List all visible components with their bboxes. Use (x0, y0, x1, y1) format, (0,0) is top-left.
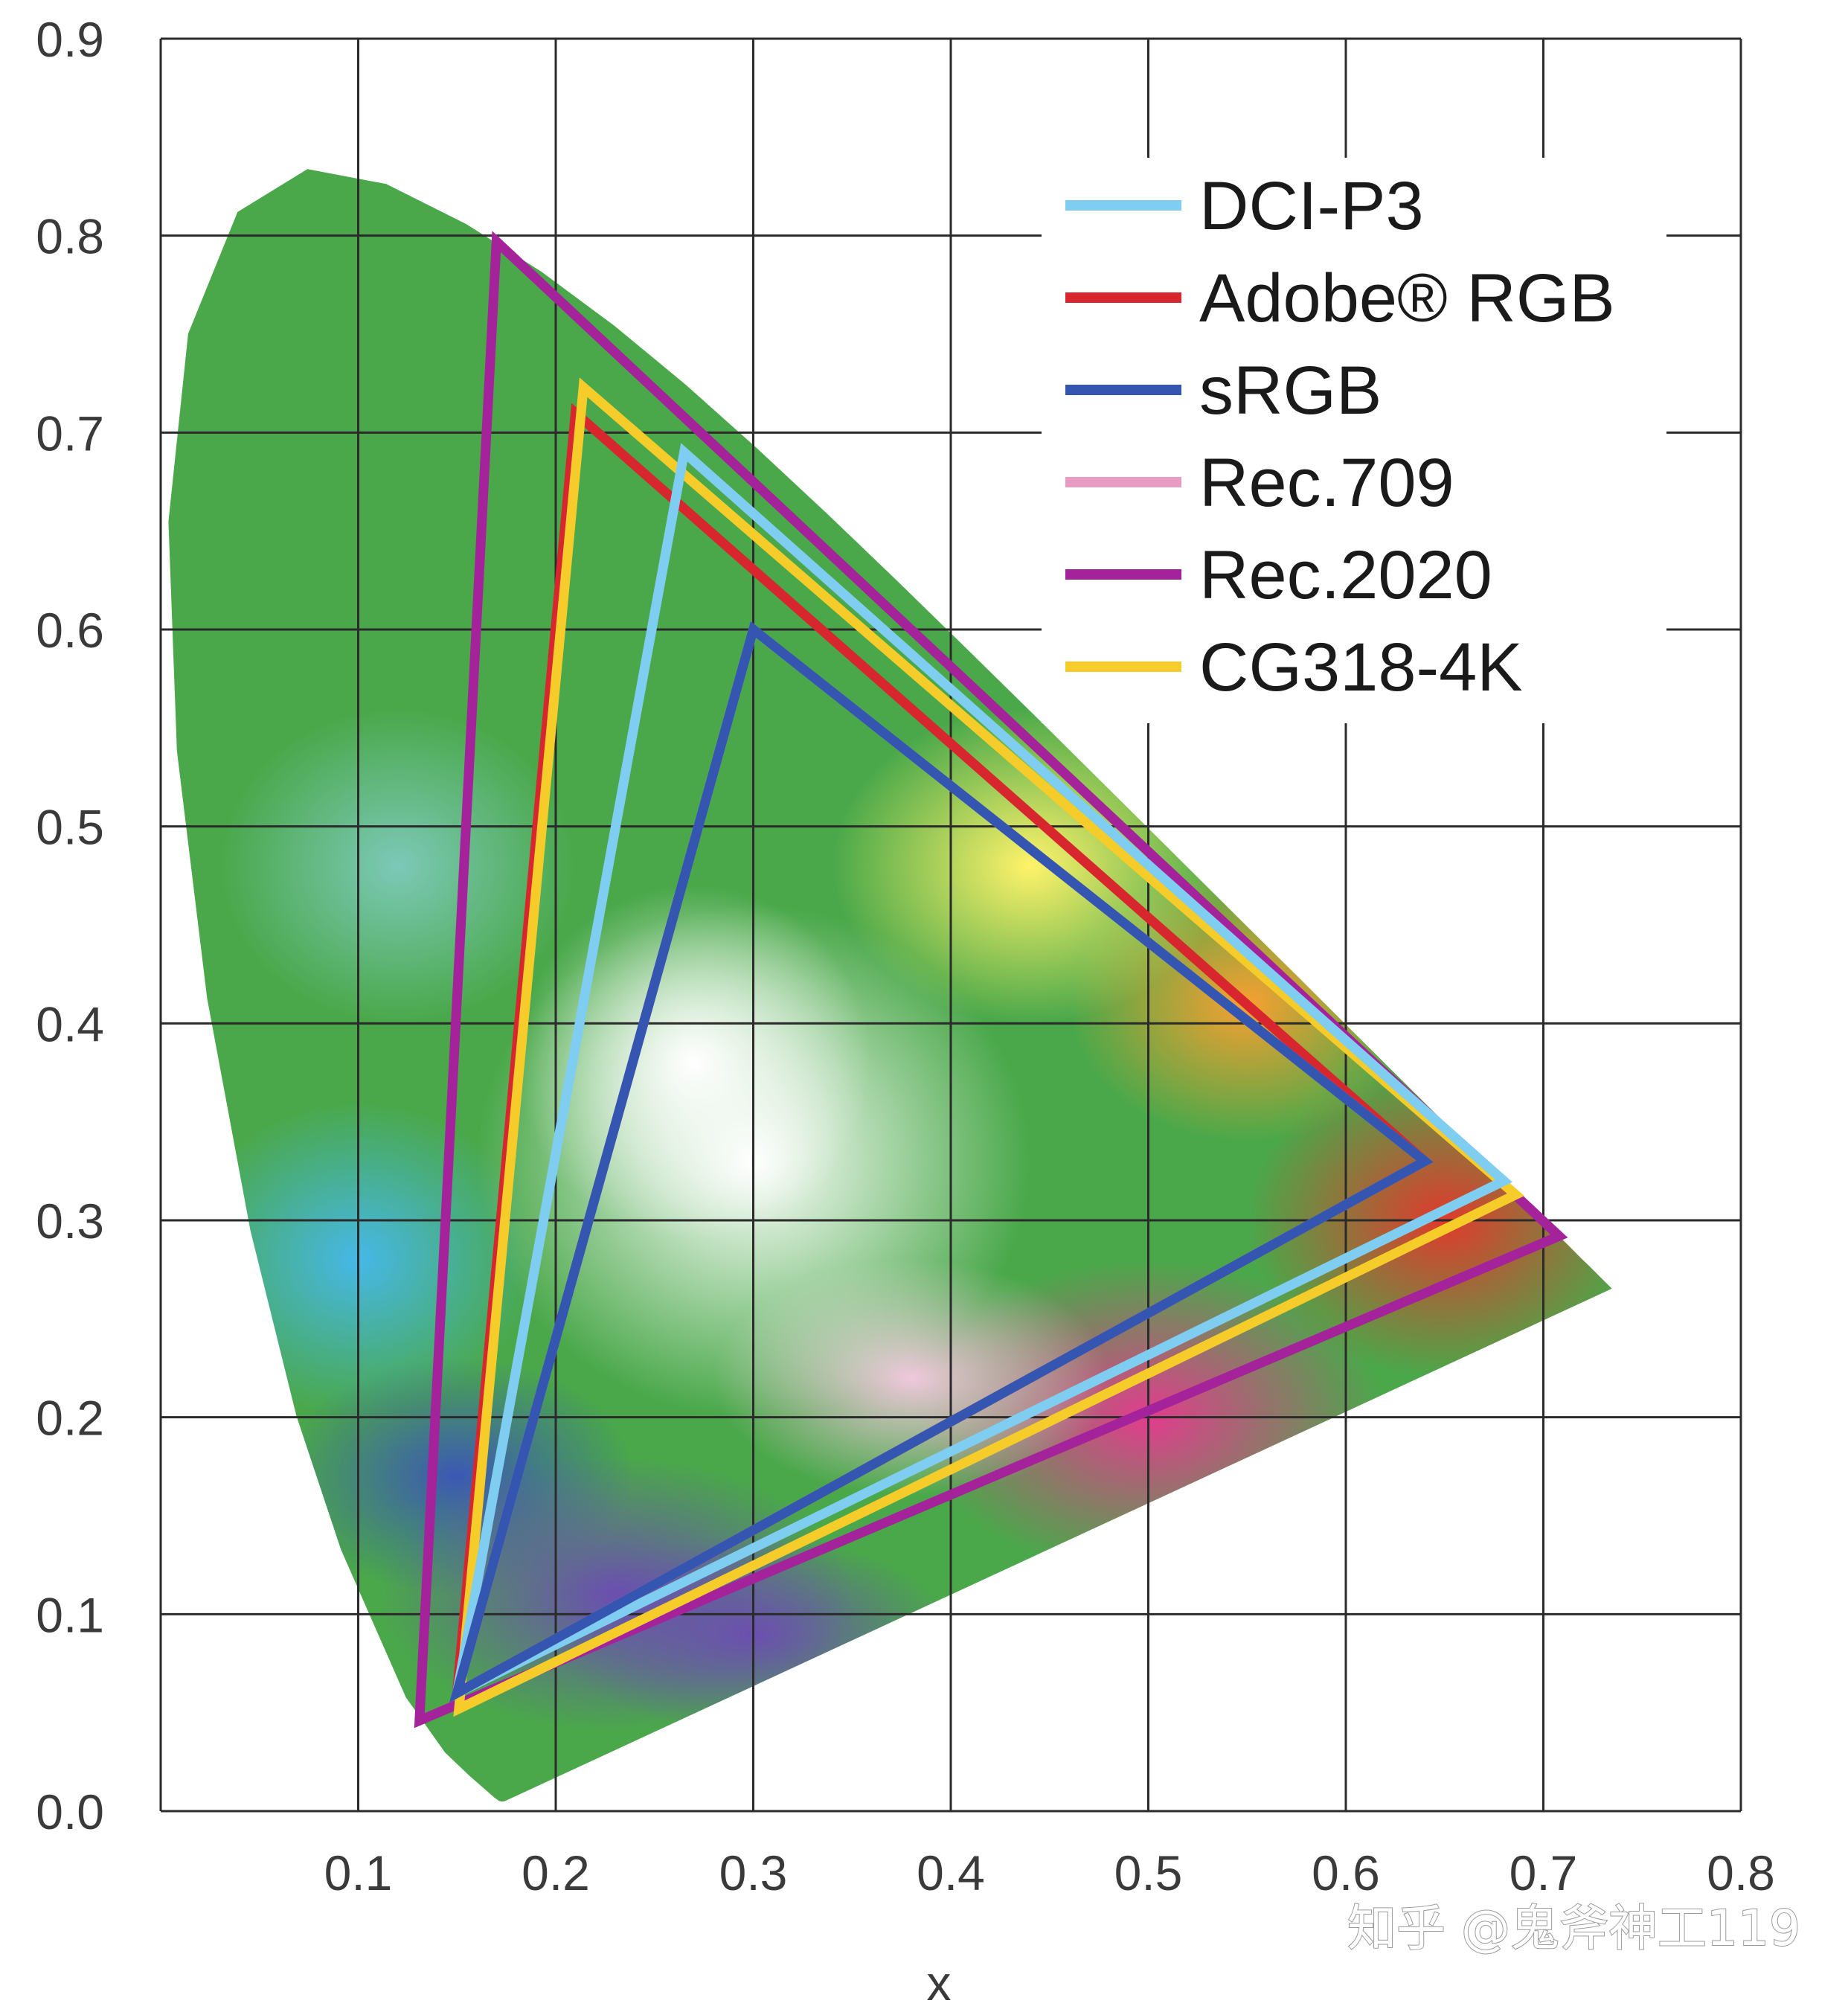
y-tick-label: 0.2 (36, 1391, 104, 1446)
x-tick-label: 0.5 (1114, 1845, 1183, 1900)
y-tick-label: 0.1 (36, 1587, 104, 1642)
x-tick-label: 0.2 (522, 1845, 590, 1900)
legend-label: Adobe® RGB (1199, 260, 1615, 336)
legend-label: sRGB (1199, 353, 1382, 429)
gamut-dci-p3 (450, 443, 1512, 1702)
y-tick-label: 0.7 (36, 406, 104, 461)
y-tick-label: 0.5 (36, 800, 104, 855)
y-axis-ticks: 0.0 0.1 0.2 0.3 0.4 0.5 0.6 0.7 0.8 0.9 (36, 12, 104, 1839)
y-tick-label: 0.8 (36, 209, 104, 264)
x-tick-label: 0.3 (719, 1845, 788, 1900)
legend-label: CG318-4K (1199, 630, 1523, 705)
legend-background (1042, 158, 1666, 723)
legend-label: DCI-P3 (1199, 168, 1424, 244)
x-tick-label: 0.7 (1509, 1845, 1578, 1900)
watermark-text: 知乎 @鬼斧神工119 (1347, 1900, 1800, 1957)
x-tick-label: 0.8 (1707, 1845, 1775, 1900)
y-tick-label: 0.3 (36, 1194, 104, 1249)
chart-legend: DCI-P3 Adobe® RGB sRGB Rec.709 Rec.2020 CG318… (1042, 158, 1666, 723)
color-blob (219, 708, 576, 1024)
y-tick-label: 0.6 (36, 603, 104, 658)
gamut-triangles (414, 231, 1568, 1729)
gamut-srgb (449, 621, 1434, 1703)
y-tick-label: 0.9 (36, 12, 104, 67)
x-tick-label: 0.6 (1312, 1845, 1380, 1900)
y-tick-label: 0.4 (36, 996, 104, 1051)
x-axis-ticks: 0.1 0.2 0.3 0.4 0.5 0.6 0.7 0.8 (324, 1845, 1775, 1900)
gamut-rec-2020 (414, 231, 1568, 1729)
gamut-cg318-4k (453, 377, 1525, 1717)
chart-grid (159, 37, 1742, 1813)
x-tick-label: 0.1 (324, 1845, 393, 1900)
x-axis-label: x (927, 1955, 952, 2011)
legend-label: Rec.709 (1199, 445, 1454, 521)
legend-label: Rec.2020 (1199, 537, 1492, 613)
x-tick-label: 0.4 (917, 1845, 985, 1900)
y-tick-label: 0.0 (36, 1784, 104, 1839)
